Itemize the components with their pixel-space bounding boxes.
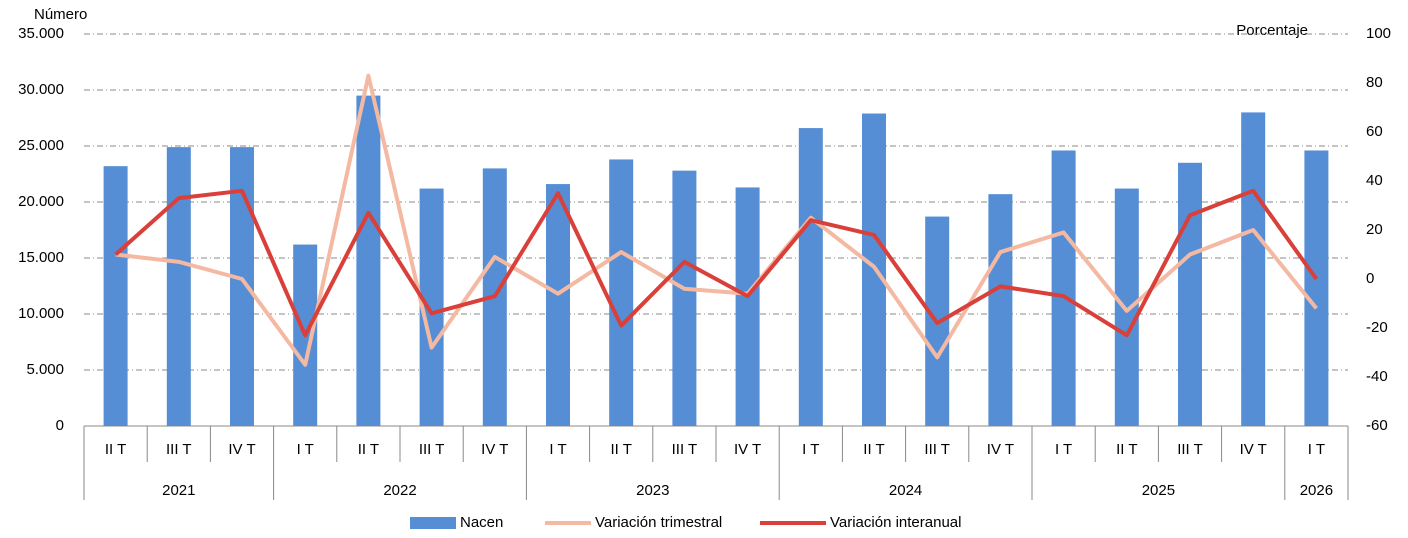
y2-tick-label: 0: [1366, 270, 1374, 287]
x-tick-label: III T: [419, 441, 445, 458]
x-tick-label: III T: [1177, 441, 1203, 458]
x-tick-label: III T: [166, 441, 192, 458]
bar: [988, 194, 1013, 426]
bar: [166, 147, 191, 426]
y2-tick-label: -60: [1366, 417, 1388, 434]
bar: [798, 128, 823, 426]
x-tick-label: I T: [1055, 441, 1072, 458]
x-group-label: 2021: [162, 482, 195, 499]
bar: [672, 170, 697, 426]
x-tick-label: I T: [549, 441, 566, 458]
bar: [356, 95, 381, 426]
y2-axis-label: Porcentaje: [1236, 22, 1308, 39]
x-tick-label: III T: [924, 441, 950, 458]
x-group-label: 2024: [889, 482, 922, 499]
y2-tick-label: -20: [1366, 319, 1388, 336]
x-tick-label: III T: [672, 441, 698, 458]
x-tick-label: IV T: [481, 441, 508, 458]
y-tick-label: 0: [56, 417, 64, 434]
x-tick-label: IV T: [1240, 441, 1267, 458]
x-tick-label: II T: [358, 441, 379, 458]
bar: [1051, 150, 1076, 427]
y-tick-label: 35.000: [18, 25, 64, 42]
legend-label: Variación trimestral: [595, 514, 722, 531]
bar: [1114, 188, 1139, 426]
y2-tick-label: 40: [1366, 172, 1383, 189]
line-series: [114, 188, 1319, 338]
y2-tick-label: 20: [1366, 221, 1383, 238]
bar: [103, 166, 128, 426]
y-axis-label: Número: [34, 6, 87, 23]
bar: [1178, 162, 1202, 427]
x-tick-label: IV T: [987, 441, 1014, 458]
y2-tick-label: 80: [1366, 74, 1383, 91]
legend-label: Variación interanual: [830, 514, 961, 531]
x-group-label: 2022: [383, 482, 416, 499]
bar: [1304, 150, 1329, 427]
y-tick-label: 10.000: [18, 305, 64, 322]
bar: [546, 184, 570, 426]
x-tick-label: II T: [863, 441, 884, 458]
x-group-label: 2025: [1142, 482, 1175, 499]
x-tick-label: II T: [1116, 441, 1137, 458]
y-tick-label: 20.000: [18, 193, 64, 210]
legend-swatch: [410, 517, 456, 529]
y-tick-label: 30.000: [18, 81, 64, 98]
x-tick-label: IV T: [228, 441, 255, 458]
x-tick-label: IV T: [734, 441, 761, 458]
y2-tick-label: 100: [1366, 25, 1391, 42]
x-tick-label: II T: [105, 441, 126, 458]
x-tick-label: I T: [297, 441, 314, 458]
x-tick-label: I T: [802, 441, 819, 458]
x-group-label: 2023: [636, 482, 669, 499]
y-tick-label: 25.000: [18, 137, 64, 154]
bar: [1241, 112, 1266, 427]
x-group-label: 2026: [1300, 482, 1333, 499]
bar: [609, 159, 634, 426]
y-tick-label: 15.000: [18, 249, 64, 266]
y2-tick-label: 60: [1366, 123, 1383, 140]
x-tick-label: II T: [610, 441, 631, 458]
y2-tick-label: -40: [1366, 368, 1388, 385]
y-tick-label: 5.000: [26, 361, 64, 378]
legend-label: Nacen: [460, 514, 503, 531]
bar: [735, 187, 760, 426]
x-tick-label: I T: [1308, 441, 1325, 458]
